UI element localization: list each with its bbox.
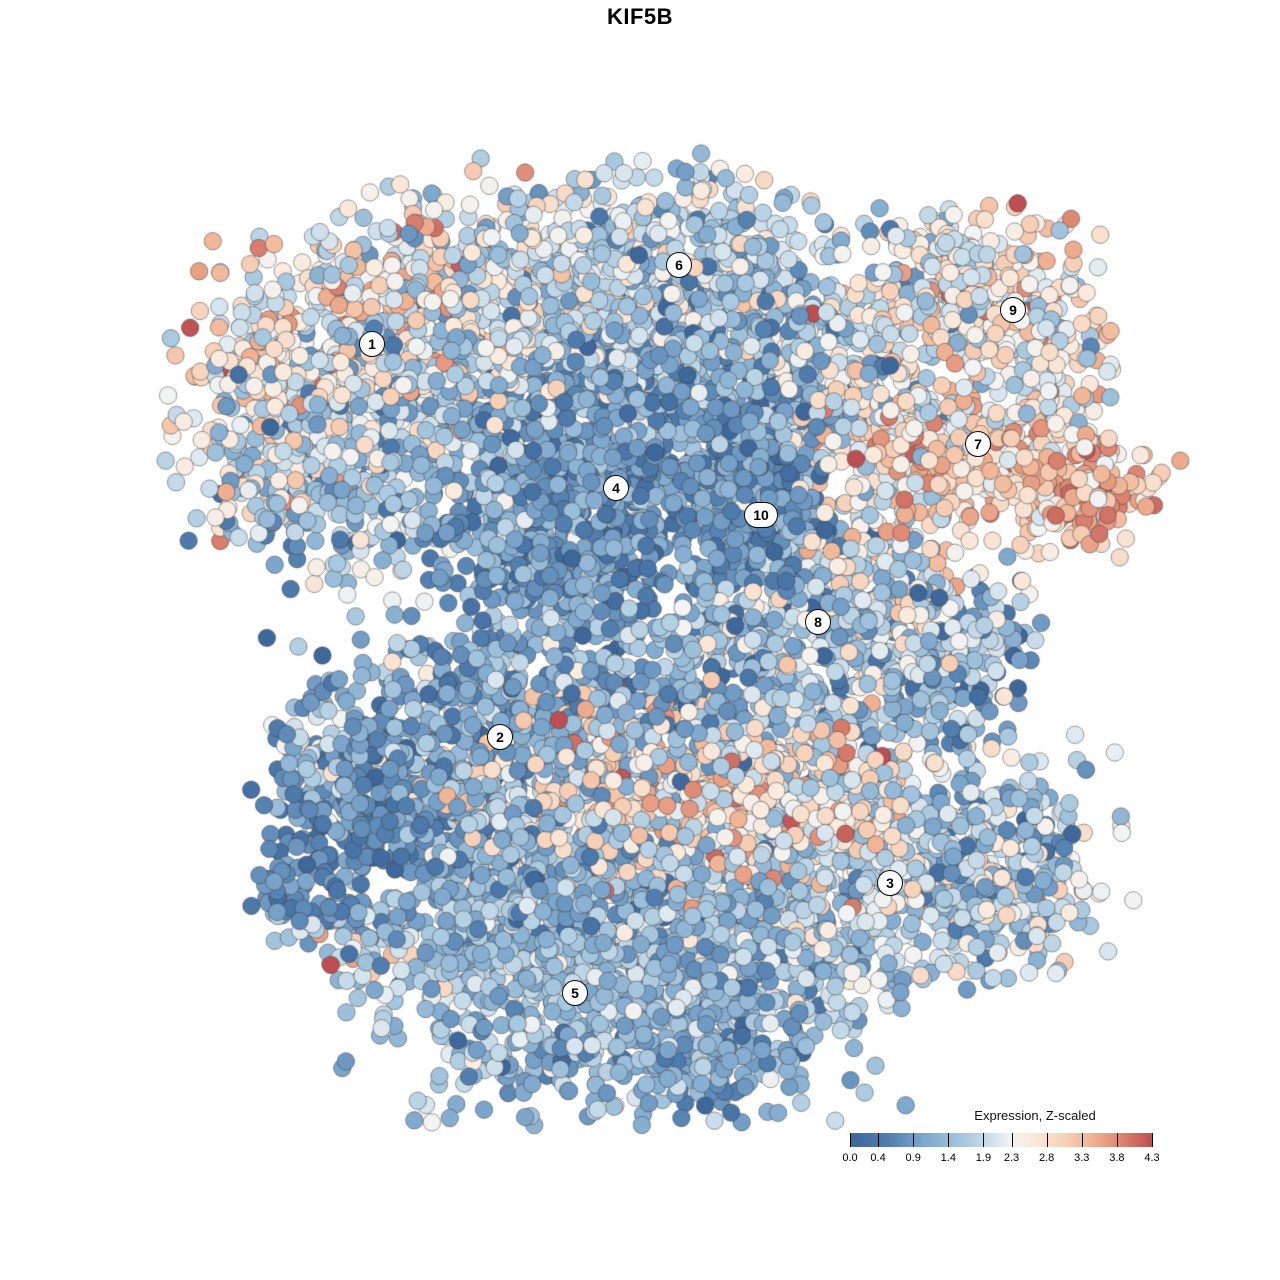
legend-tick-mark [878,1133,880,1147]
legend-tick-label: 2.3 [1003,1152,1020,1164]
legend-tick-label: 2.8 [1038,1152,1055,1164]
cluster-label-7: 7 [965,431,991,457]
legend-tick-label: 0.9 [905,1152,921,1164]
legend-tick-label: 1.4 [940,1152,956,1164]
cluster-label-6: 6 [666,252,692,278]
legend-tick-label: 1.9 [975,1152,992,1164]
cluster-label-8: 8 [805,609,831,635]
legend-tick-mark [1116,1133,1118,1147]
cluster-label-5: 5 [562,980,588,1006]
legend-tick-mark [983,1133,985,1147]
cluster-label-4: 4 [603,475,629,501]
legend-colorbar [850,1133,1152,1147]
cluster-label-1: 1 [359,331,385,357]
legend-tick-mark [850,1133,851,1147]
legend-tick-mark [948,1133,950,1147]
legend-tick-label: 4.3 [1144,1152,1160,1164]
cluster-label-3: 3 [877,870,903,896]
cluster-label-10: 10 [744,502,778,528]
legend-tick-mark [1081,1133,1083,1147]
legend-tick-label: 3.3 [1074,1152,1090,1164]
legend-tick-label: 0.0 [842,1152,858,1164]
legend-tick-mark [913,1133,915,1147]
legend-tick-mark [1046,1133,1048,1147]
cluster-label-2: 2 [487,724,513,750]
legend-tick-mark [1152,1133,1153,1147]
legend-title: Expression, Z-scaled [974,1108,1096,1123]
expression-legend: Expression, Z-scaled 0.0 0.4 0.9 1.4 1.9 2.3 2… [842,1108,1159,1178]
legend-tick-label: 3.8 [1109,1152,1125,1164]
legend-tick-mark [1011,1133,1013,1147]
legend-tick-label: 0.4 [870,1152,886,1164]
cluster-label-9: 9 [1000,297,1026,323]
